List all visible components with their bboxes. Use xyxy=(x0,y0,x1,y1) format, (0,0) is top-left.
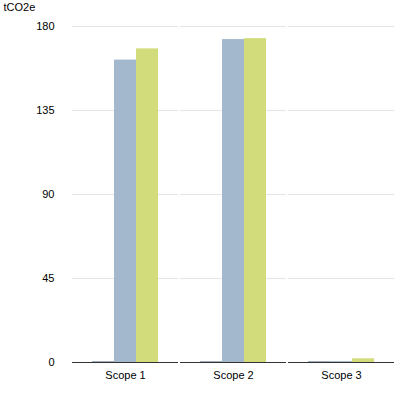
svg-text:Scope 3: Scope 3 xyxy=(321,369,361,381)
svg-text:90: 90 xyxy=(42,188,54,200)
svg-text:Scope 2: Scope 2 xyxy=(213,369,253,381)
svg-text:tCO2e: tCO2e xyxy=(4,1,36,13)
svg-text:135: 135 xyxy=(36,104,54,116)
svg-text:0: 0 xyxy=(48,356,54,368)
svg-text:Scope 1: Scope 1 xyxy=(105,369,145,381)
svg-text:45: 45 xyxy=(42,272,54,284)
svg-text:180: 180 xyxy=(36,20,54,32)
